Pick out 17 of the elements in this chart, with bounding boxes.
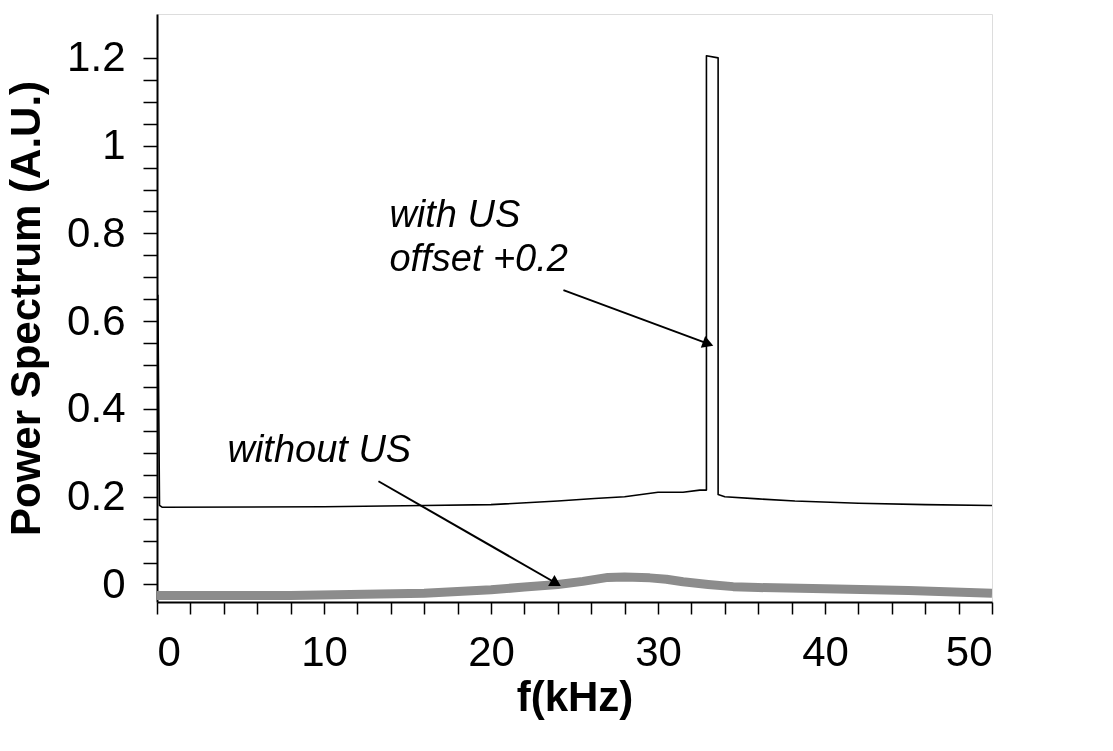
- x-tick-label: 10: [301, 627, 348, 675]
- x-tick-label: 50: [945, 627, 993, 675]
- x-tick-label: 0: [157, 627, 181, 675]
- y-axis-title: Power Spectrum (A.U.): [2, 80, 50, 537]
- x-tick-label: 30: [635, 627, 682, 675]
- y-tick-label: 0.8: [67, 208, 126, 256]
- y-tick-label: 0: [102, 559, 126, 607]
- x-tick-label: 40: [802, 627, 849, 675]
- y-tick-label: 0.2: [67, 472, 126, 520]
- y-tick-label: 0.6: [67, 296, 126, 344]
- annotation: without US: [227, 428, 412, 471]
- x-axis-title: f(kHz): [516, 672, 634, 720]
- y-tick-label: 1: [102, 121, 126, 169]
- y-tick-label: 0.4: [67, 384, 126, 432]
- y-tick-label: 1.2: [67, 33, 126, 81]
- annotation: with US offset +0.2: [389, 193, 568, 280]
- x-tick-label: 20: [468, 627, 515, 675]
